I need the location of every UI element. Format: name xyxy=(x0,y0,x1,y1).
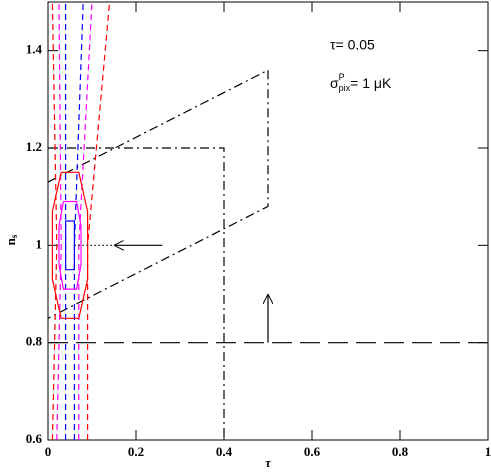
annotation-part: P xyxy=(339,72,345,82)
x-axis-label: τ xyxy=(265,455,272,470)
curve xyxy=(87,1,111,440)
x-tick-label: 0.2 xyxy=(128,444,144,459)
y-axis-label-part: s xyxy=(9,234,19,238)
plot-frame xyxy=(47,1,489,441)
x-tick-label: 0.4 xyxy=(216,444,233,459)
curve xyxy=(51,1,58,441)
annotation: σP pix= 1 μK xyxy=(330,72,392,93)
curve xyxy=(48,147,225,440)
annotation-part: σ xyxy=(330,75,339,91)
y-tick-label: 1.4 xyxy=(26,42,43,57)
x-tick-label: 1 xyxy=(485,444,491,459)
y-tick-label: 0.8 xyxy=(26,334,43,349)
y-tick-label: 1.2 xyxy=(26,139,42,154)
curve xyxy=(65,220,75,271)
x-tick-label: 0 xyxy=(45,444,52,459)
annotation-part: = 1 μK xyxy=(350,75,392,91)
y-tick-label: 0.6 xyxy=(26,431,43,446)
x-tick-label: 0.6 xyxy=(304,444,321,459)
curve xyxy=(56,1,62,441)
annotation-part: pix xyxy=(339,83,351,93)
x-tick-label: 0.8 xyxy=(392,444,409,459)
y-axis-label-part: n xyxy=(3,237,18,245)
curve xyxy=(58,200,82,290)
curve xyxy=(51,171,89,319)
y-tick-label: 1 xyxy=(36,236,43,251)
annotation: τ= 0.05 xyxy=(330,37,375,53)
y-axis-label: ns xyxy=(3,234,19,245)
